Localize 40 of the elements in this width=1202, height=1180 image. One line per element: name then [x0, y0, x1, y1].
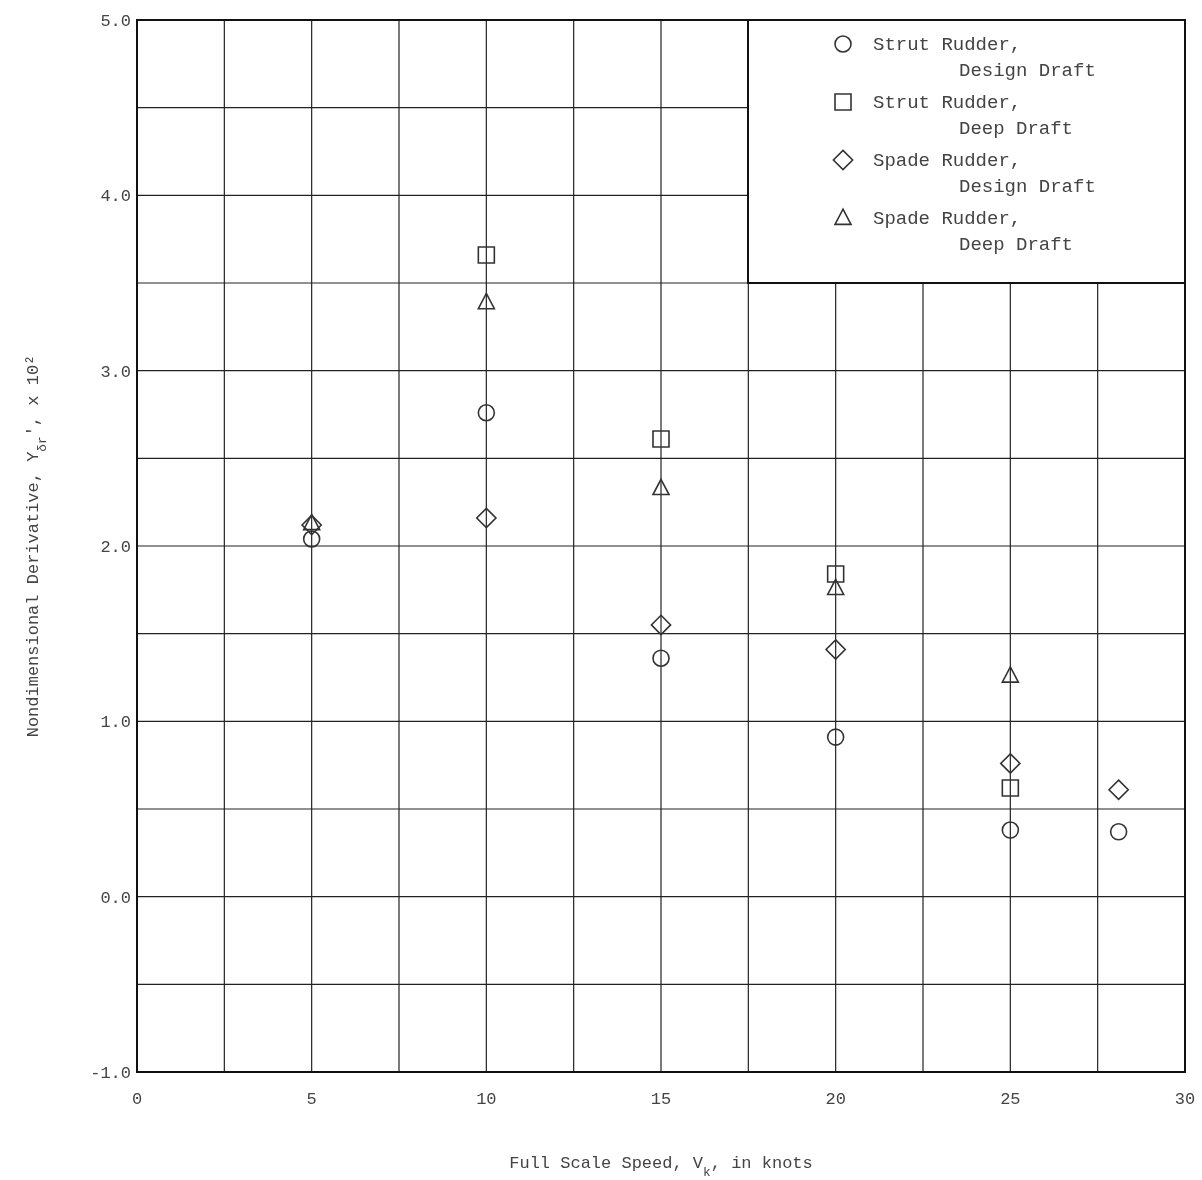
- legend-label: Spade Rudder, Design Draft: [873, 150, 1096, 198]
- point: [652, 649, 670, 667]
- point: [1109, 823, 1128, 841]
- y-tick-label: 5.0: [100, 12, 131, 31]
- point: [1001, 666, 1020, 683]
- y-tick-label: 1.0: [100, 713, 131, 733]
- x-axis-title: Full Scale Speed, V$_{k}$, in knots: [509, 1154, 813, 1180]
- x-tick-label: 25: [1000, 1090, 1021, 1109]
- point: [302, 513, 321, 531]
- x-tick-label: 15: [650, 1090, 672, 1109]
- point: [302, 530, 321, 548]
- legend-label: Strut Rudder, Design Draft: [873, 34, 1096, 82]
- point: [477, 292, 496, 310]
- y-tick-label: 3.0: [100, 362, 131, 382]
- point: [826, 728, 845, 746]
- x-tick-label: 10: [476, 1090, 497, 1109]
- point: [477, 403, 496, 422]
- x-tick-label: 20: [825, 1090, 846, 1109]
- point: [1001, 779, 1020, 797]
- y-tick-label: 2.0: [100, 538, 131, 557]
- point: [1001, 821, 1020, 839]
- x-tick-label: 30: [1174, 1090, 1196, 1109]
- point: [475, 507, 497, 529]
- legend-label: Strut Rudder, Deep Draft: [873, 92, 1074, 140]
- point: [1108, 779, 1130, 801]
- y-tick-label: 0.0: [100, 888, 131, 908]
- point: [301, 514, 323, 536]
- point: [999, 753, 1021, 774]
- point: [826, 565, 845, 583]
- y-tick-label: 4.0: [100, 187, 131, 207]
- point: [826, 578, 845, 596]
- x-tick-label: 0: [131, 1090, 143, 1109]
- x-tick-label: 5: [306, 1090, 317, 1109]
- point: [650, 614, 672, 636]
- y-tick-label: -1.0: [90, 1064, 131, 1083]
- point: [652, 430, 670, 448]
- point: [477, 246, 496, 264]
- point: [825, 639, 847, 660]
- legend-label: Spade Rudder, Deep Draft: [873, 208, 1074, 256]
- point: [652, 478, 670, 496]
